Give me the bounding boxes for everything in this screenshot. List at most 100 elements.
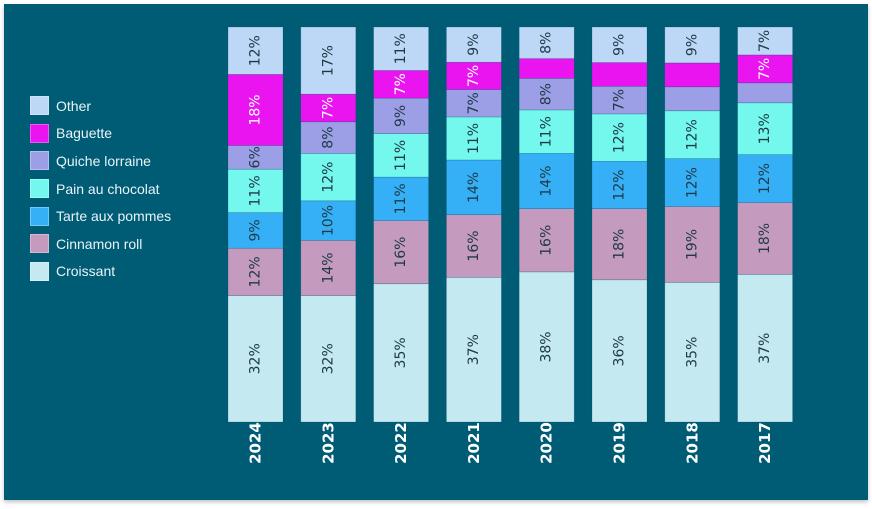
data-label: 35% bbox=[393, 337, 409, 368]
bar-segment-other bbox=[446, 26, 502, 63]
legend-label: Cinnamon roll bbox=[56, 235, 143, 252]
data-label: 16% bbox=[466, 230, 482, 261]
data-label: 37% bbox=[757, 333, 773, 364]
bar-segment-croissant bbox=[737, 274, 793, 423]
data-label: 9% bbox=[612, 34, 628, 56]
chart-panel bbox=[4, 4, 868, 500]
legend-swatch bbox=[30, 151, 49, 171]
bar-segment-other bbox=[373, 26, 429, 71]
data-label: 7% bbox=[320, 97, 336, 119]
data-label: 36% bbox=[612, 335, 628, 366]
legend-swatch bbox=[30, 261, 49, 281]
data-label: 16% bbox=[393, 237, 409, 268]
data-label: 18% bbox=[248, 94, 264, 125]
bar-segment-cinnamon-roll bbox=[446, 214, 502, 278]
data-label: 9% bbox=[466, 33, 482, 55]
data-label: 7% bbox=[757, 58, 773, 80]
legend-label: Other bbox=[56, 97, 92, 114]
data-label: 7% bbox=[757, 30, 773, 52]
bar-segment-pain-au-chocolat bbox=[664, 110, 721, 159]
bar-segment-tarte-aux-pommes bbox=[737, 154, 793, 203]
bar-segment-baguette bbox=[446, 61, 502, 90]
data-label: 12% bbox=[612, 169, 628, 200]
bar-segment-other bbox=[300, 26, 357, 95]
data-label: 13% bbox=[757, 113, 773, 144]
bar-segment-baguette bbox=[373, 70, 429, 99]
legend-item: Pain au chocolat bbox=[30, 175, 171, 203]
x-tick-label: 2021 bbox=[465, 422, 483, 464]
data-label: 8% bbox=[320, 126, 336, 148]
bar-segment-croissant bbox=[300, 295, 357, 423]
data-label: 38% bbox=[539, 331, 555, 362]
legend-item: Baguette bbox=[30, 120, 171, 148]
bar-segment-quiche-lorraine bbox=[591, 85, 648, 115]
bar-segment-cinnamon-roll bbox=[300, 240, 357, 296]
legend-swatch bbox=[30, 234, 49, 254]
data-label: 12% bbox=[612, 122, 628, 153]
data-label: 37% bbox=[466, 334, 482, 365]
bar-segment-cinnamon-roll bbox=[373, 220, 429, 285]
data-label: 7% bbox=[466, 65, 482, 87]
legend-label: Baguette bbox=[56, 125, 113, 142]
legend-label: Croissant bbox=[56, 263, 116, 280]
x-tick-label: 2017 bbox=[756, 422, 774, 464]
data-label: 8% bbox=[539, 32, 555, 54]
bar-segment-cinnamon-roll bbox=[227, 247, 284, 296]
bar-segment-pain-au-chocolat bbox=[518, 109, 575, 154]
data-label: 6% bbox=[248, 146, 264, 168]
data-label: 11% bbox=[393, 183, 409, 214]
bar-segment-croissant bbox=[518, 271, 575, 423]
legend-item: Tarte aux pommes bbox=[30, 202, 171, 230]
data-label: 19% bbox=[684, 229, 700, 260]
x-tick-label: 2019 bbox=[611, 422, 629, 464]
bar-segment-other bbox=[591, 26, 648, 63]
data-label: 32% bbox=[248, 343, 264, 374]
bar-segment-tarte-aux-pommes bbox=[227, 212, 284, 249]
data-label: 12% bbox=[248, 256, 264, 287]
bar-segment-tarte-aux-pommes bbox=[591, 161, 648, 210]
legend-label: Quiche lorraine bbox=[56, 152, 151, 169]
data-label: 12% bbox=[320, 162, 336, 193]
x-tick-label: 2022 bbox=[392, 422, 410, 464]
data-label: 12% bbox=[757, 163, 773, 194]
bar-segment-cinnamon-roll bbox=[664, 206, 721, 283]
x-tick-label: 2023 bbox=[319, 422, 337, 464]
data-label: 12% bbox=[248, 35, 264, 66]
bar-segment-cinnamon-roll bbox=[518, 208, 575, 273]
bar-segment-baguette bbox=[300, 93, 357, 123]
bar-segment-croissant bbox=[591, 279, 648, 423]
data-label: 12% bbox=[684, 167, 700, 198]
data-label: 8% bbox=[539, 83, 555, 105]
bar-segment-baguette bbox=[518, 58, 575, 79]
bar-segment-pain-au-chocolat bbox=[446, 116, 502, 161]
bar-segment-other bbox=[227, 26, 284, 75]
data-label: 14% bbox=[320, 252, 336, 283]
legend-label: Tarte aux pommes bbox=[56, 208, 172, 225]
data-label: 10% bbox=[320, 205, 336, 236]
bar-segment-baguette bbox=[664, 62, 721, 88]
bar-segment-tarte-aux-pommes bbox=[518, 153, 575, 209]
bar-segment-baguette bbox=[591, 62, 648, 87]
x-tick-label: 2018 bbox=[683, 422, 701, 464]
bar-segment-pain-au-chocolat bbox=[737, 102, 793, 155]
x-tick-label: 2020 bbox=[538, 422, 556, 464]
bar-segment-croissant bbox=[373, 283, 429, 423]
data-label: 11% bbox=[393, 140, 409, 171]
data-label: 7% bbox=[612, 89, 628, 111]
data-label: 7% bbox=[393, 73, 409, 95]
data-label: 17% bbox=[320, 45, 336, 76]
bar-segment-pain-au-chocolat bbox=[591, 113, 648, 162]
bar-segment-quiche-lorraine bbox=[300, 121, 357, 154]
data-label: 18% bbox=[757, 223, 773, 254]
data-label: 11% bbox=[393, 33, 409, 64]
bar-segment-pain-au-chocolat bbox=[373, 133, 429, 178]
data-label: 16% bbox=[539, 225, 555, 256]
data-label: 11% bbox=[248, 175, 264, 206]
legend-item: Quiche lorraine bbox=[30, 147, 171, 175]
bar-segment-quiche-lorraine bbox=[737, 82, 793, 104]
bar-segment-quiche-lorraine bbox=[664, 86, 721, 112]
bar-segment-cinnamon-roll bbox=[737, 202, 793, 275]
x-tick-label: 2024 bbox=[247, 422, 265, 464]
data-label: 11% bbox=[539, 116, 555, 147]
bar-segment-quiche-lorraine bbox=[518, 78, 575, 111]
